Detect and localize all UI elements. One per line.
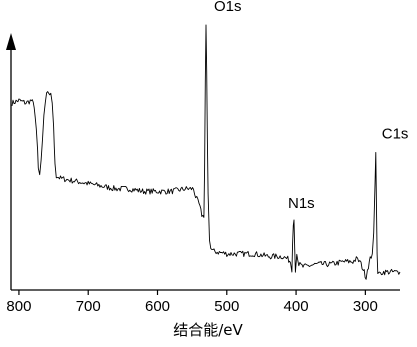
y-axis-arrow bbox=[6, 33, 16, 50]
x-tick-label: 300 bbox=[353, 298, 378, 315]
peak-label-n1s: N1s bbox=[288, 195, 315, 212]
peak-label-c1s: C1s bbox=[382, 125, 409, 142]
x-tick-label: 600 bbox=[145, 298, 170, 315]
plot-frame bbox=[6, 33, 400, 291]
x-tick-label: 800 bbox=[6, 298, 31, 315]
x-tick-label: 500 bbox=[214, 298, 239, 315]
x-tick-label: 700 bbox=[76, 298, 101, 315]
x-tick-label: 400 bbox=[284, 298, 309, 315]
x-axis-ticks bbox=[18, 290, 366, 295]
x-axis-tick-labels: 800 700 600 500 400 300 bbox=[6, 298, 377, 315]
peak-annotations: O1s N1s C1s bbox=[214, 0, 408, 212]
x-axis-label: 结合能/eV bbox=[173, 321, 243, 339]
peak-label-o1s: O1s bbox=[214, 0, 242, 15]
spectrum-line bbox=[11, 24, 401, 280]
